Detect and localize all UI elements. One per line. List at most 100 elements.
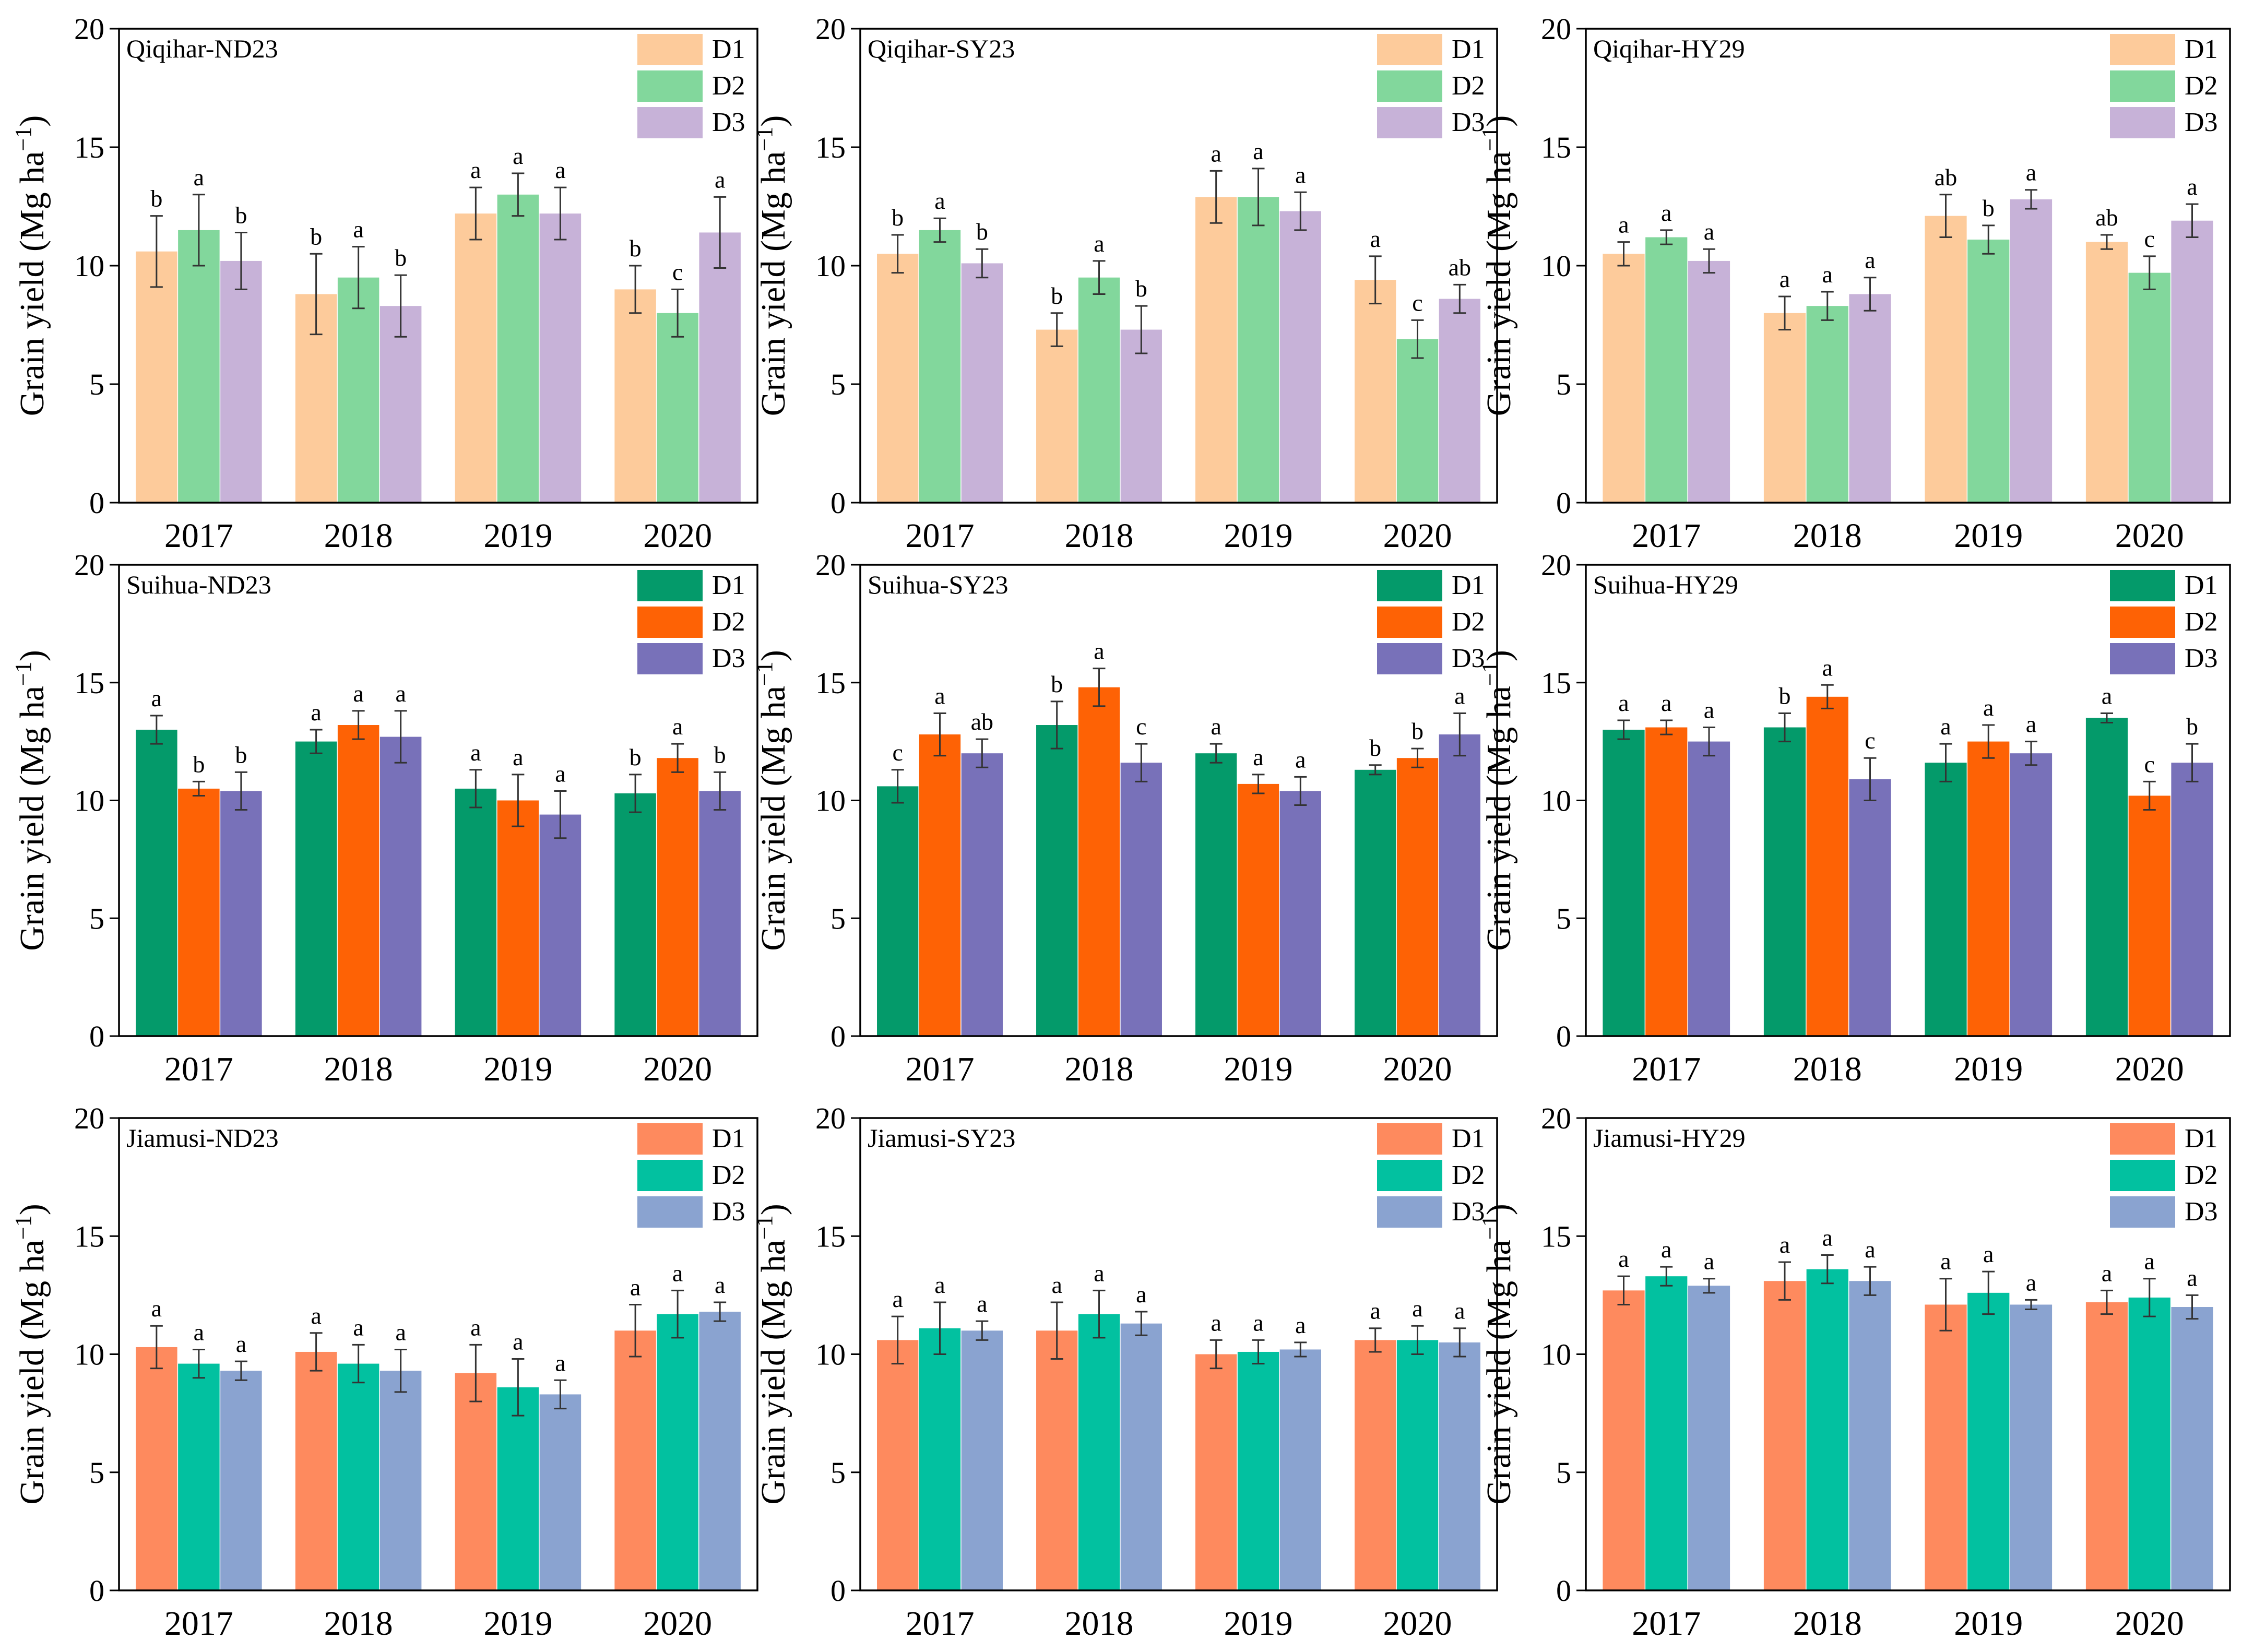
bar (1806, 696, 1848, 1036)
legend-swatch (1377, 570, 1442, 601)
y-axis-title-superscript: −1 (10, 661, 36, 686)
bar (539, 814, 582, 1036)
y-axis-title-close: ) (1480, 1204, 1518, 1215)
significance-letter: b (630, 744, 642, 770)
significance-letter: a (1295, 746, 1306, 772)
significance-letter: a (513, 744, 523, 770)
significance-letter: a (311, 1302, 321, 1329)
plot-frame (1585, 1117, 2231, 1591)
significance-letter: ab (1935, 164, 1957, 191)
y-tick-label: 0 (89, 1574, 104, 1608)
significance-letter: a (1094, 230, 1104, 257)
plot-frame (118, 28, 758, 504)
significance-letter: a (1051, 1271, 1062, 1298)
bar (337, 1363, 379, 1590)
bar (379, 736, 422, 1036)
bar (1688, 741, 1730, 1036)
x-tick-label: 2017 (1632, 517, 1701, 555)
bar (1439, 1342, 1480, 1590)
plot-frame (859, 28, 1498, 504)
bar (1645, 1276, 1688, 1590)
bar (1763, 1281, 1806, 1590)
bar (337, 725, 379, 1036)
significance-letter: c (672, 258, 683, 285)
bar (178, 230, 220, 503)
significance-letter: b (1051, 671, 1063, 697)
bar (1195, 1354, 1237, 1590)
bar (295, 741, 337, 1036)
panel-title: Qiqihar-HY29 (1593, 34, 1745, 63)
bar (136, 730, 177, 1036)
bar (379, 306, 422, 503)
y-tick-label: 10 (1541, 1338, 1571, 1372)
significance-letter: a (1094, 638, 1104, 664)
bar (919, 230, 961, 503)
y-axis-title-superscript: −1 (752, 127, 777, 151)
legend-label: D2 (712, 71, 745, 101)
bar (699, 1312, 741, 1590)
legend-label: D3 (2185, 1197, 2218, 1227)
x-tick-label: 2018 (1793, 1050, 1862, 1088)
y-tick-label: 0 (1556, 1574, 1571, 1608)
significance-letter: a (194, 164, 204, 191)
significance-letter: a (353, 680, 363, 707)
y-axis-title-main: Grain yield (Mg ha (754, 151, 792, 417)
y-tick-label: 5 (831, 1456, 846, 1490)
legend-swatch (1377, 1123, 1442, 1155)
y-tick-label: 15 (74, 130, 104, 164)
significance-letter: a (2187, 1264, 2197, 1291)
bar (220, 1371, 262, 1590)
y-tick-label: 10 (1541, 784, 1571, 818)
legend-swatch (2110, 570, 2175, 601)
x-tick-label: 2020 (1383, 1605, 1452, 1643)
bar (614, 289, 656, 503)
x-tick-label: 2017 (906, 517, 975, 555)
y-axis-title-superscript: −1 (10, 1215, 36, 1240)
bar (1237, 1351, 1279, 1590)
significance-letter: a (1618, 211, 1629, 238)
bar (2010, 199, 2053, 503)
significance-letter: a (470, 157, 481, 183)
y-axis-title-close: ) (13, 115, 51, 127)
significance-letter: a (1295, 161, 1306, 188)
y-tick-label: 0 (89, 486, 104, 520)
bar (877, 1340, 919, 1590)
bar (919, 1328, 961, 1590)
legend-label: D3 (1452, 644, 1485, 673)
significance-letter: a (1822, 261, 1833, 288)
y-axis-title: Grain yield (Mg ha−1) (10, 115, 52, 417)
significance-letter: c (1865, 727, 1875, 754)
significance-letter: a (1865, 1236, 1875, 1263)
bar (1036, 329, 1078, 503)
significance-letter: ab (1449, 254, 1471, 280)
y-axis-title: Grain yield (Mg ha−1) (752, 650, 793, 951)
significance-letter: a (1370, 1298, 1380, 1324)
x-tick-label: 2019 (483, 517, 552, 555)
significance-letter: a (1253, 138, 1263, 164)
y-axis-title-close: ) (754, 1204, 792, 1215)
bar (1849, 294, 1891, 503)
legend-swatch (1377, 34, 1442, 65)
bar (1645, 237, 1688, 503)
significance-letter: a (194, 1318, 204, 1345)
bar (1763, 313, 1806, 503)
legend-label: D1 (712, 1124, 745, 1154)
significance-letter: a (2187, 173, 2197, 200)
legend-swatch (637, 1196, 703, 1228)
legend-label: D2 (2185, 1160, 2218, 1190)
y-tick-label: 15 (815, 666, 846, 700)
bar (1688, 1286, 1730, 1590)
bar (2128, 795, 2170, 1036)
bar (1195, 197, 1237, 503)
bar (1078, 687, 1120, 1036)
y-tick-label: 5 (831, 901, 846, 935)
x-tick-label: 2018 (1793, 517, 1862, 555)
significance-letter: a (555, 157, 565, 183)
x-tick-label: 2020 (643, 517, 712, 555)
y-tick-label: 0 (89, 1019, 104, 1053)
x-tick-label: 2019 (483, 1605, 552, 1643)
x-tick-label: 2017 (906, 1050, 975, 1088)
significance-letter: a (1983, 694, 1994, 721)
legend-swatch (637, 643, 703, 674)
legend-swatch (2110, 1123, 2175, 1155)
